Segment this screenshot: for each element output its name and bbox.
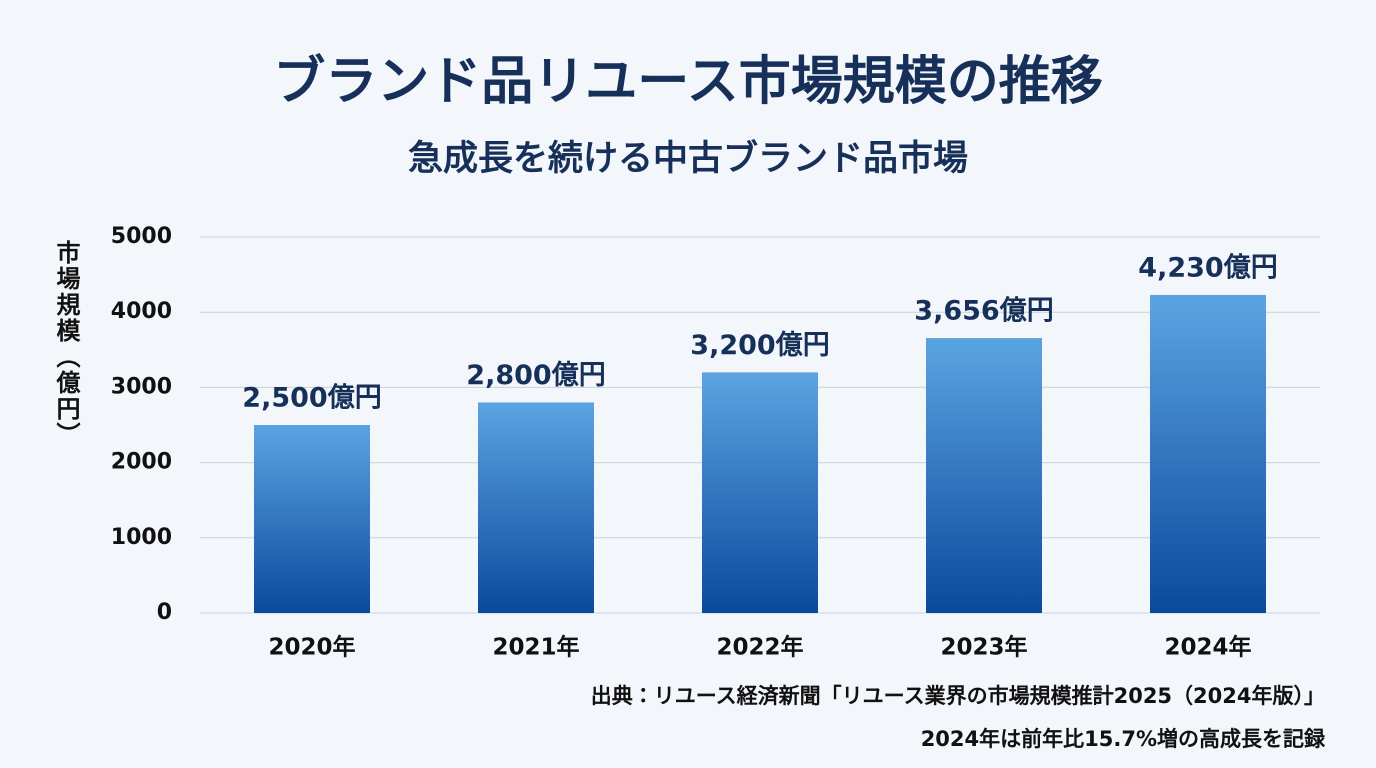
- x-tick-label: 2022年: [716, 634, 803, 661]
- bar: [254, 425, 370, 613]
- bar: [926, 338, 1042, 613]
- x-tick-label: 2020年: [268, 634, 355, 661]
- chart-title: ブランド品リユース市場規模の推移: [273, 52, 1102, 112]
- chart-subtitle: 急成長を続ける中古ブランド品市場: [408, 138, 968, 179]
- x-tick-label: 2024年: [1164, 634, 1251, 661]
- bar: [702, 372, 818, 613]
- y-tick-label: 0: [157, 600, 172, 625]
- y-tick-label: 3000: [111, 374, 172, 399]
- value-label: 3,200億円: [690, 330, 829, 361]
- growth-note: 2024年は前年比15.7%増の高成長を記録: [921, 727, 1326, 751]
- value-label: 2,800億円: [466, 360, 605, 391]
- value-label: 2,500億円: [242, 383, 381, 414]
- bar: [478, 402, 594, 613]
- y-tick-label: 2000: [111, 450, 172, 475]
- x-tick-label: 2021年: [492, 634, 579, 661]
- bar: [1150, 294, 1266, 613]
- value-label: 4,230億円: [1138, 252, 1277, 283]
- y-tick-label: 1000: [111, 525, 172, 550]
- x-tick-label: 2023年: [940, 634, 1027, 661]
- y-axis-label: 市場規模（億円）: [52, 239, 81, 448]
- y-tick-label: 4000: [111, 299, 172, 324]
- value-label: 3,656億円: [914, 296, 1053, 327]
- source-note: 出典：リユース経済新聞「リユース業界の市場規模推計2025（2024年版）」: [591, 684, 1325, 708]
- y-tick-label: 5000: [111, 224, 172, 249]
